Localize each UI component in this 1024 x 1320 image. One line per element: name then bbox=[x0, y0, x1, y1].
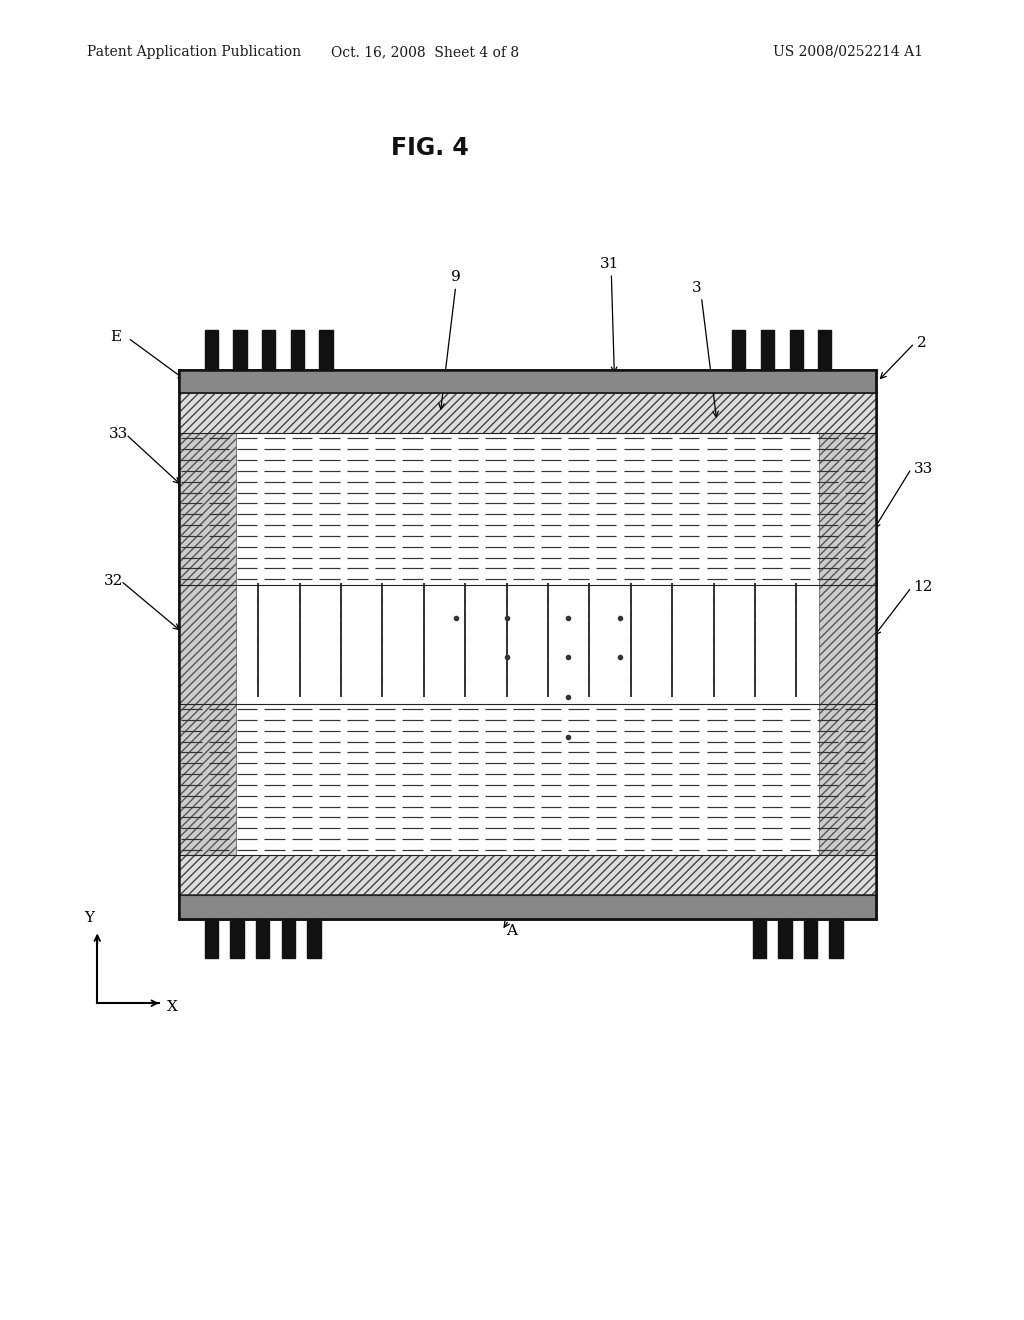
Text: 9: 9 bbox=[451, 271, 461, 284]
Bar bbox=[819, 585, 876, 704]
Bar bbox=[179, 704, 236, 855]
Bar bbox=[205, 919, 218, 958]
Bar bbox=[233, 330, 247, 370]
Bar bbox=[256, 919, 269, 958]
Text: Patent Application Publication: Patent Application Publication bbox=[87, 45, 301, 59]
Bar bbox=[804, 919, 817, 958]
Bar bbox=[818, 330, 831, 370]
Bar bbox=[179, 895, 876, 919]
Bar bbox=[179, 370, 876, 393]
Bar bbox=[829, 919, 843, 958]
Bar bbox=[790, 330, 803, 370]
Text: Oct. 16, 2008  Sheet 4 of 8: Oct. 16, 2008 Sheet 4 of 8 bbox=[331, 45, 519, 59]
Text: E: E bbox=[110, 330, 121, 343]
Bar bbox=[753, 919, 766, 958]
Bar bbox=[179, 393, 876, 433]
Bar bbox=[230, 919, 244, 958]
Text: X: X bbox=[167, 1001, 178, 1014]
Bar bbox=[282, 919, 295, 958]
Text: 12: 12 bbox=[913, 581, 933, 594]
Bar bbox=[307, 919, 321, 958]
Text: US 2008/0252214 A1: US 2008/0252214 A1 bbox=[773, 45, 923, 59]
Bar bbox=[761, 330, 774, 370]
Text: A: A bbox=[507, 924, 517, 937]
Bar bbox=[819, 704, 876, 855]
Bar bbox=[179, 370, 876, 919]
Text: 3: 3 bbox=[691, 281, 701, 294]
Bar bbox=[205, 330, 218, 370]
Text: 33: 33 bbox=[109, 428, 128, 441]
Bar bbox=[179, 585, 236, 704]
Bar bbox=[778, 919, 792, 958]
Bar bbox=[179, 433, 236, 585]
Text: FIG. 4: FIG. 4 bbox=[391, 136, 469, 160]
Bar bbox=[319, 330, 333, 370]
Text: Y: Y bbox=[84, 911, 94, 925]
Text: 31: 31 bbox=[600, 257, 618, 271]
Text: 32: 32 bbox=[103, 574, 123, 587]
Bar bbox=[291, 330, 304, 370]
Bar bbox=[262, 330, 275, 370]
Bar bbox=[732, 330, 745, 370]
Text: 2: 2 bbox=[916, 337, 927, 350]
Bar bbox=[819, 433, 876, 585]
Bar bbox=[179, 855, 876, 895]
Text: 33: 33 bbox=[913, 462, 933, 475]
